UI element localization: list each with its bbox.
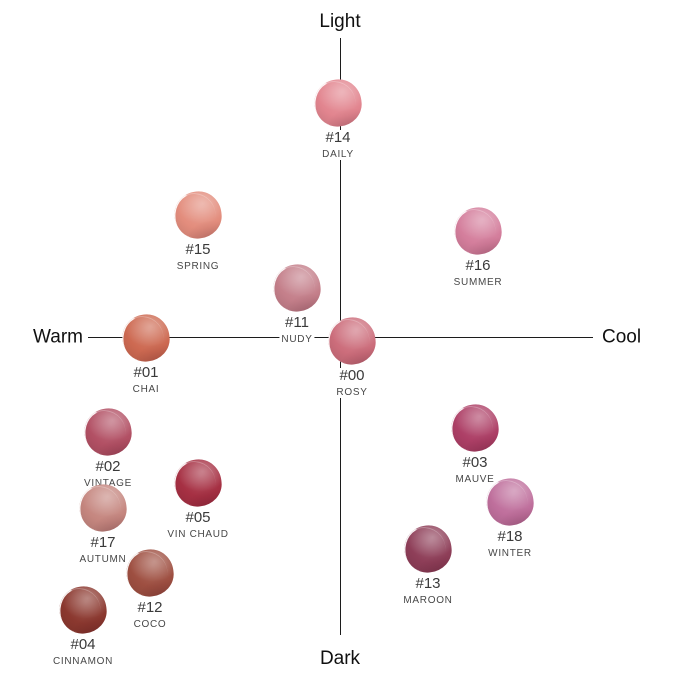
lipstick-swatch	[77, 482, 129, 534]
shade-number: #03	[462, 454, 488, 471]
lipstick-swatch	[484, 476, 536, 528]
lipstick-swatch	[402, 523, 454, 575]
shade-name: CHAI	[132, 383, 160, 395]
shade-number: #11	[285, 314, 309, 331]
shade-number: #00	[339, 367, 365, 384]
shade-name: ROSY	[336, 386, 368, 398]
shade-number: #13	[415, 575, 441, 592]
shade-label: #18 WINTER	[486, 528, 534, 559]
shade-number: #16	[465, 257, 491, 274]
shade-name: NUDY	[281, 333, 313, 345]
shade-label: #12 COCO	[131, 599, 169, 630]
shade-label: #13 MAROON	[401, 575, 455, 606]
lipstick-swatch	[120, 312, 172, 364]
axis-label-dark: Dark	[319, 648, 361, 669]
lipstick-swatch	[172, 189, 224, 241]
shade-name: SUMMER	[453, 276, 503, 288]
shade-name: AUTUMN	[79, 553, 127, 565]
shade-name: MAUVE	[455, 473, 495, 485]
lipstick-swatch	[271, 262, 323, 314]
axis-label-light: Light	[319, 11, 361, 32]
shade-number: #12	[137, 599, 163, 616]
shade-label: #15 SPRING	[174, 241, 222, 272]
lipstick-swatch	[82, 406, 134, 458]
shade-label: #00 ROSY	[334, 367, 370, 398]
shade-label: #11 NUDY	[279, 314, 315, 345]
shade-number: #14	[325, 129, 351, 146]
shade-name: VIN CHAUD	[167, 528, 229, 540]
lipstick-swatch	[124, 547, 176, 599]
shade-name: CINNAMON	[52, 655, 114, 667]
shade-label: #03 MAUVE	[453, 454, 497, 485]
shade-label: #05 VIN CHAUD	[165, 509, 231, 540]
shade-number: #01	[133, 364, 159, 381]
shade-label: #01 CHAI	[130, 364, 162, 395]
axis-label-cool: Cool	[602, 326, 642, 348]
shade-number: #17	[90, 534, 116, 551]
shade-number: #02	[95, 458, 121, 475]
lipstick-swatch	[57, 584, 109, 636]
lipstick-swatch	[326, 315, 378, 367]
shade-number: #18	[497, 528, 523, 545]
shade-label: #04 CINNAMON	[50, 636, 116, 667]
shade-label: #16 SUMMER	[451, 257, 505, 288]
shade-name: SPRING	[176, 260, 220, 272]
lipstick-swatch	[452, 205, 504, 257]
shade-label: #17 AUTUMN	[77, 534, 129, 565]
shade-number: #15	[185, 241, 211, 258]
lipstick-swatch	[312, 77, 364, 129]
shade-name: COCO	[133, 618, 167, 630]
shade-name: WINTER	[488, 547, 532, 559]
lipstick-swatch	[172, 457, 224, 509]
shade-number: #04	[70, 636, 96, 653]
lipstick-swatch	[449, 402, 501, 454]
shade-number: #05	[185, 509, 211, 526]
shade-name: MAROON	[403, 594, 453, 606]
shade-label: #14 DAILY	[320, 129, 356, 160]
shade-name: DAILY	[322, 148, 354, 160]
axis-label-warm: Warm	[33, 326, 83, 348]
